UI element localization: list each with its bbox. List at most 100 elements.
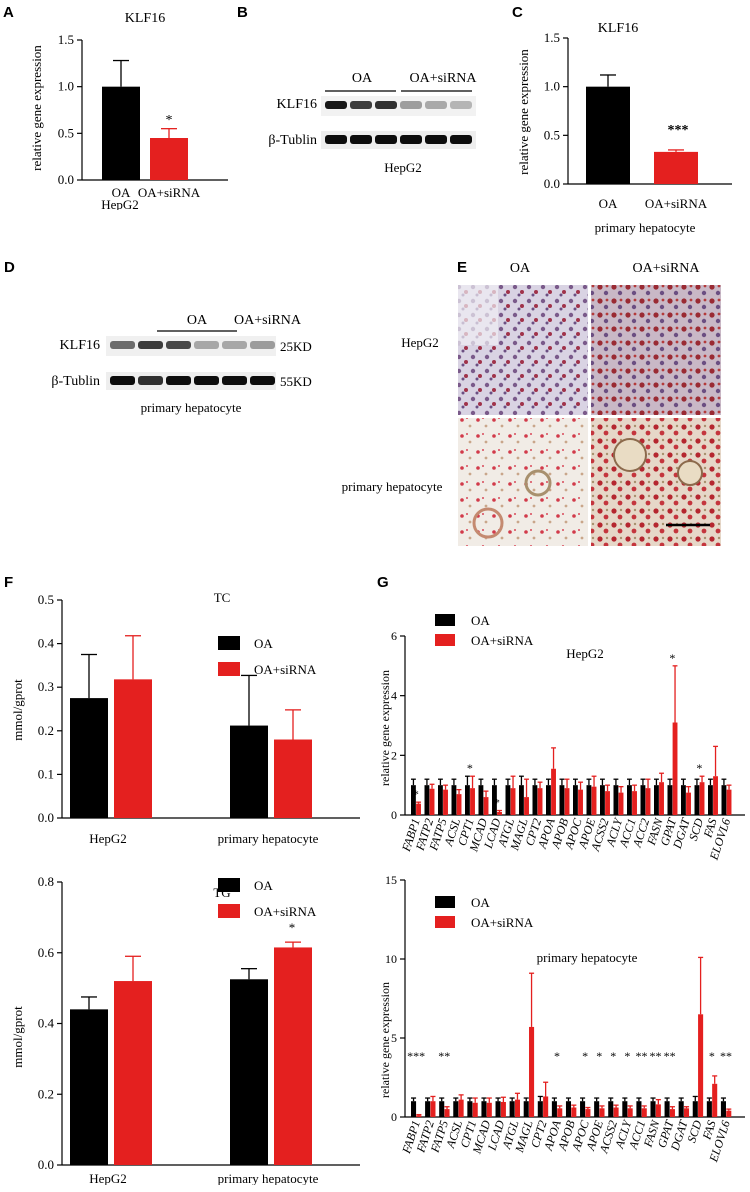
panel-g-hepg2-legend-sirna-swatch <box>435 634 455 646</box>
panel-b-klf16-band <box>375 101 397 109</box>
panel-f-tc-ytick-label: 0.0 <box>38 810 54 825</box>
panel-g-gh-bar <box>524 797 529 815</box>
panel-g-gp-ytick-label: 15 <box>385 873 397 887</box>
panel-g-gp-bar <box>425 1101 431 1117</box>
panel-f: F TC mmol/gprot 0.0 0.1 0.2 0.3 0.4 0.5 OA OA… <box>0 570 375 1186</box>
panel-g-gp-bar <box>669 1109 675 1117</box>
panel-f-tg-significance: * <box>289 920 296 935</box>
panel-g-gp-bar <box>557 1108 563 1117</box>
panel-e-row-hepg2: HepG2 <box>401 335 439 350</box>
panel-g-primary-legend-sirna-swatch <box>435 916 455 928</box>
panel-g-gp-bar <box>608 1101 614 1117</box>
panel-b: B OA OA+siRNA KLF16 β-Tublin HepG2 <box>235 0 515 210</box>
panel-d-klf16-band <box>138 341 163 349</box>
panel-g-gp-significance: *** <box>407 1049 425 1063</box>
panel-g-gh-bar <box>429 788 435 815</box>
panel-g-gh-bar <box>483 797 489 815</box>
panel-d-klf16-band <box>222 341 247 349</box>
panel-g-gh-bar <box>546 785 551 815</box>
panel-c-category: OA <box>599 196 618 211</box>
panel-b-tublin-band <box>325 135 347 144</box>
panel-g-gh-bar <box>492 785 497 815</box>
panel-g-gp-bar <box>453 1101 459 1117</box>
panel-c-ytick-label: 1.5 <box>544 30 560 45</box>
panel-g-gh-bar <box>686 792 691 815</box>
panel-g: G OA OA+siRNA HepG2 relative gene expres… <box>375 570 750 1187</box>
panel-f-tc-ytick-label: 0.1 <box>38 766 54 781</box>
panel-b-group-sirna: OA+siRNA <box>409 71 477 86</box>
panel-c-ytick-label: 0.0 <box>544 176 560 191</box>
panel-g-gh-bar <box>465 785 470 815</box>
panel-g-gh-bar <box>416 803 421 815</box>
panel-g-gh-significance: * <box>669 651 675 665</box>
panel-g-gp-bar <box>509 1101 515 1117</box>
panel-e-image-primary-oa <box>458 418 588 546</box>
panel-g-gh-ytick-label: 2 <box>391 748 397 762</box>
panel-g-gh-bar <box>645 788 651 815</box>
panel-c-category: OA+siRNA <box>645 196 708 211</box>
panel-g-gp-bar <box>655 1104 661 1117</box>
panel-b-tublin-band <box>450 135 472 144</box>
panel-g-gp-bar <box>726 1110 732 1117</box>
panel-g-gh-bar <box>470 788 475 815</box>
panel-a-bar <box>150 138 188 180</box>
panel-g-primary-legend-oa-swatch <box>435 896 455 908</box>
panel-f-tg-bar <box>70 1009 108 1165</box>
panel-g-gh-bar <box>721 785 727 815</box>
panel-g-gp-bar <box>636 1101 642 1117</box>
panel-g-gh-bar <box>564 788 570 815</box>
panel-d-tublin-band <box>222 376 247 385</box>
panel-e-microscopy: E OA OA+siRNA HepG2 primary hepatocyte <box>342 259 721 546</box>
panel-a-category: OA+siRNA <box>138 185 201 200</box>
panel-f-tc-ytick-label: 0.5 <box>38 592 54 607</box>
panel-g-gh-bar <box>600 785 605 815</box>
panel-d-tublin-band <box>110 376 135 385</box>
panel-f-tc-title: TC <box>214 590 231 605</box>
panel-g-gp-bar <box>495 1101 501 1117</box>
panel-c-ylabel: relative gene expression <box>516 49 531 175</box>
panel-g-gp-significance: ** <box>650 1049 662 1063</box>
panel-g-gp-bar <box>543 1096 549 1117</box>
panel-g-gp-bar <box>622 1101 628 1117</box>
panel-d-caption: primary hepatocyte <box>141 400 242 415</box>
panel-g-gp-significance: ** <box>720 1049 732 1063</box>
panel-g-gp-bar <box>692 1101 698 1117</box>
panel-g-gp-significance: * <box>554 1049 560 1063</box>
panel-g-gp-bar <box>599 1108 605 1117</box>
panel-g-gh-bar <box>591 786 597 815</box>
panel-g-gh-bar <box>659 782 664 815</box>
panel-f-tg-legend-sirna-swatch <box>218 904 240 918</box>
panel-b-row-klf16: KLF16 <box>277 97 317 112</box>
panel-g-gh-bar <box>411 785 416 815</box>
panel-c: C KLF16 relative gene expression 0.0 0.5 1… <box>510 0 750 240</box>
panel-g-gp-bar <box>551 1101 557 1117</box>
panel-g-gh-bar <box>519 785 524 815</box>
panel-g-gh-bar <box>699 782 705 815</box>
panel-b-row-tublin: β-Tublin <box>268 133 317 148</box>
panel-f-tc-bar <box>274 739 312 818</box>
panel-g-gp-bar <box>472 1102 478 1117</box>
panel-c-letter: C <box>512 4 523 21</box>
panel-d-row-klf16: KLF16 <box>60 338 100 353</box>
panel-g-gp-bar <box>439 1101 445 1117</box>
panel-f-charts: F TC mmol/gprot 0.0 0.1 0.2 0.3 0.4 0.5 OA OA… <box>4 574 360 1186</box>
panel-g-gp-bar <box>585 1109 591 1117</box>
panel-g-hepg2-ylabel: relative gene expression <box>378 670 392 786</box>
panel-f-tc-ytick-label: 0.3 <box>38 679 54 694</box>
panel-e: E OA OA+siRNA HepG2 primary hepatocyte <box>330 255 750 550</box>
panel-g-gh-bar <box>559 785 565 815</box>
panel-g-gp-bar <box>444 1109 450 1117</box>
panel-b-klf16-band <box>325 101 347 109</box>
panel-f-tg-legend-oa: OA <box>254 878 273 893</box>
panel-g-gh-ytick-label: 0 <box>391 808 397 822</box>
panel-g-gh-significance: * <box>413 787 419 801</box>
panel-b-tublin-band <box>375 135 397 144</box>
panel-c-ytick-label: 0.5 <box>544 127 560 142</box>
panel-g-gp-ytick-label: 10 <box>385 952 397 966</box>
panel-g-gh-bar <box>510 788 516 815</box>
panel-g-gp-bar <box>537 1101 543 1117</box>
panel-g-gh-bar <box>726 789 732 815</box>
panel-g-gp-bar <box>580 1101 586 1117</box>
panel-a-chart: A KLF16 relative gene expression 0.0 0.5 1… <box>3 4 228 212</box>
panel-g-gh-bar <box>497 812 502 815</box>
